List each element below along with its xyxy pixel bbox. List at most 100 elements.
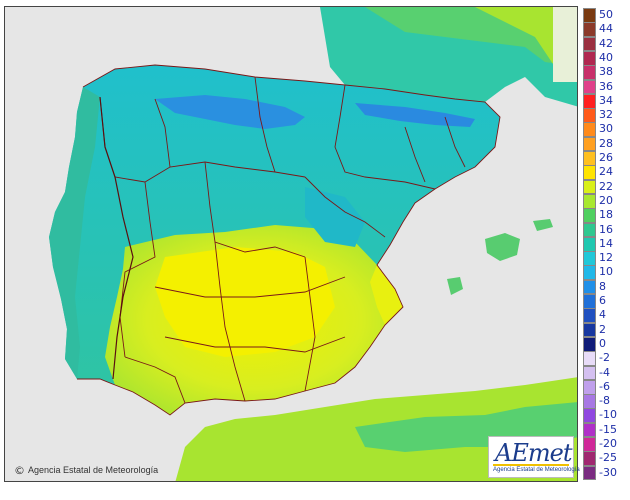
portugal-spain-border: [99, 96, 134, 380]
legend-swatch: [583, 322, 596, 338]
legend-swatch: [583, 379, 596, 395]
legend-swatch: [583, 136, 596, 152]
legend-label: 8: [599, 279, 606, 293]
legend-label: -6: [599, 379, 610, 393]
italy-edge: [553, 7, 577, 82]
legend-label: 38: [599, 65, 613, 79]
legend-entry: 38: [583, 65, 629, 81]
legend-label: 0: [599, 336, 606, 350]
legend-label: 28: [599, 136, 613, 150]
legend-swatch: [583, 50, 596, 66]
legend-swatch: [583, 294, 596, 309]
legend-label: -25: [599, 451, 617, 465]
legend-entry: 8: [583, 279, 629, 296]
legend-label: 32: [599, 108, 613, 122]
legend-swatch: [583, 193, 596, 209]
east-coast-warm: [370, 265, 403, 325]
legend-label: 18: [599, 208, 613, 222]
legend-label: -30: [599, 465, 617, 479]
legend-label: 10: [599, 265, 613, 279]
legend-entry: -2: [583, 351, 629, 367]
province-boundaries: [77, 64, 501, 416]
legend-swatch: [583, 22, 596, 38]
legend-label: 16: [599, 222, 613, 236]
legend-swatch: [583, 265, 596, 281]
legend-entry: -25: [583, 451, 629, 467]
iberian-system-cool: [305, 187, 365, 247]
legend-label: -10: [599, 408, 617, 422]
legend-entry: -6: [583, 379, 629, 396]
legend-entry: -30: [583, 465, 629, 482]
legend-swatch: [583, 451, 596, 467]
legend-entry: 44: [583, 22, 629, 38]
legend-swatch: [583, 208, 596, 223]
legend-label: 34: [599, 93, 613, 107]
legend-swatch: [583, 308, 596, 324]
legend-swatch: [583, 108, 596, 123]
legend-entry: 34: [583, 93, 629, 110]
legend-swatch: [583, 236, 596, 252]
logo-subtitle: Agencia Estatal de Meteorología: [493, 467, 580, 473]
cantabrian-mountains-cold: [155, 95, 305, 129]
legend-swatch: [583, 65, 596, 80]
legend-label: 22: [599, 179, 613, 193]
legend-label: 2: [599, 322, 606, 336]
legend-swatch: [583, 394, 596, 409]
legend-label: -2: [599, 351, 610, 365]
legend-entry: 50: [583, 8, 629, 24]
legend-label: 26: [599, 151, 613, 164]
temperature-map: [4, 6, 578, 482]
legend-swatch: [583, 93, 596, 109]
ibiza: [447, 277, 463, 295]
mallorca: [485, 233, 520, 261]
legend-entry: 36: [583, 79, 629, 96]
legend-entry: 30: [583, 122, 629, 138]
pyrenees-cold: [355, 103, 475, 127]
legend-label: 42: [599, 36, 613, 50]
legend-swatch: [583, 122, 596, 138]
copyright-icon: ©: [14, 464, 25, 477]
legend-swatch: [583, 222, 596, 238]
legend-swatch: [583, 437, 596, 452]
legend-label: 20: [599, 193, 613, 207]
legend-swatch: [583, 36, 596, 52]
legend-entry: 14: [583, 236, 629, 253]
legend-entry: 32: [583, 108, 629, 124]
legend-entry: 18: [583, 208, 629, 224]
temperature-legend: 50 44 42 40 38 36 34 32 30 28 26 24 22 20 18 16 14 12 10 8 6…: [583, 8, 629, 482]
legend-swatch: [583, 408, 596, 424]
legend-label: -8: [599, 394, 610, 408]
legend-swatch: [583, 79, 596, 95]
legend-entry: 26: [583, 151, 629, 167]
legend-label: -20: [599, 437, 617, 450]
legend-swatch: [583, 251, 596, 266]
legend-label: 30: [599, 122, 613, 136]
legend-swatch: [583, 422, 596, 438]
legend-swatch: [583, 336, 596, 352]
legend-label: 44: [599, 22, 613, 36]
legend-swatch: [583, 465, 596, 481]
legend-entry: 42: [583, 36, 629, 53]
legend-entry: 24: [583, 165, 629, 181]
legend-entry: 20: [583, 193, 629, 210]
map-canvas: [49, 7, 577, 481]
legend-label: 14: [599, 236, 613, 250]
legend-entry: -15: [583, 422, 629, 439]
legend-label: 24: [599, 165, 613, 179]
legend-label: 12: [599, 251, 613, 265]
legend-swatch: [583, 351, 596, 366]
legend-swatch: [583, 365, 596, 381]
central-yellow-core: [155, 247, 335, 357]
legend-entry: 40: [583, 50, 629, 67]
aemet-logo: AEmet Agencia Estatal de Meteorología: [488, 436, 580, 478]
legend-entry: 12: [583, 251, 629, 267]
legend-swatch: [583, 279, 596, 295]
legend-label: 50: [599, 8, 613, 21]
france-green-band: [475, 7, 577, 77]
legend-label: 6: [599, 294, 606, 307]
legend-swatch: [583, 151, 596, 166]
menorca: [533, 219, 553, 231]
legend-swatch: [583, 165, 596, 181]
legend-label: -4: [599, 365, 610, 379]
legend-label: -15: [599, 422, 617, 436]
